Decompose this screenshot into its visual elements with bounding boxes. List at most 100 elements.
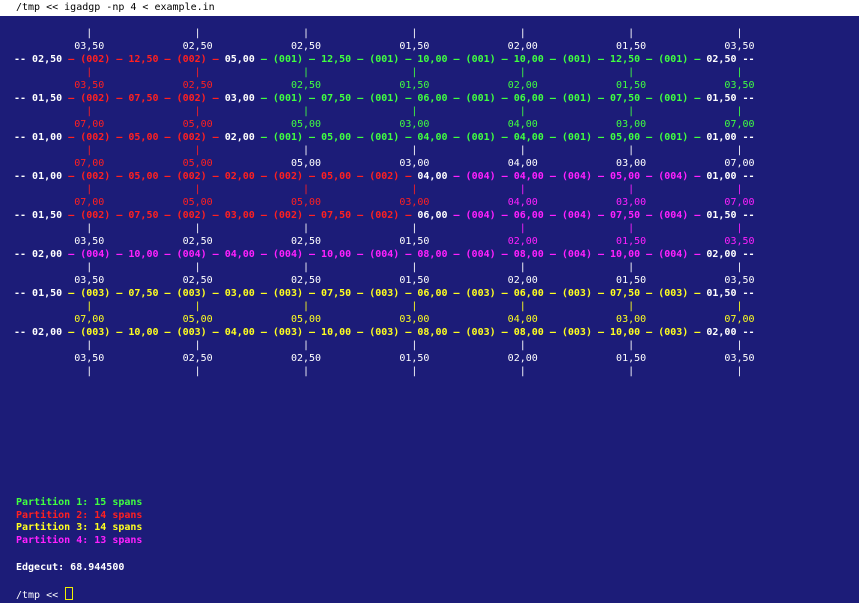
grid-label-row: 07,00 05,00 05,00 03,00 04,00 03,00 07,0… (14, 196, 755, 210)
grid-segment: | | | | | (200, 106, 743, 117)
grid-segment: 05,00 03,00 04,00 03,00 07,00 (212, 119, 755, 130)
grid-node-row: -- 01,50 — (003) — 07,50 — (003) — 03,00… (14, 287, 755, 301)
grid-segment: 01,50 -- (700, 93, 755, 104)
grid-label-row: | | | | | | | (14, 66, 743, 80)
edgecut-line: Edgecut: 68.944500 (16, 562, 125, 573)
grid-segment: | | | | | (200, 145, 743, 156)
grid-node-row: -- 02,50 — (002) — 12,50 — (002) — 05,00… (14, 53, 755, 67)
grid-segment: 05,00 (218, 54, 261, 65)
grid-label-row: | | | | | | | (14, 144, 743, 158)
grid-segment: — (003) — 07,50 — (003) — 03,00 — (003) … (68, 288, 701, 299)
grid-segment: 02,00 -- (700, 249, 755, 260)
grid-segment: 03,50 02,50 (14, 80, 213, 91)
grid-segment: | | | | | (200, 67, 743, 78)
grid-label-row: 03,50 02,50 02,50 01,50 02,00 01,50 03,5… (14, 79, 755, 93)
grid-segment: 02,00 (218, 132, 261, 143)
grid-label-row: | | | | | | | (14, 222, 742, 236)
grid-label-row: 07,00 05,00 05,00 03,00 04,00 03,00 07,0… (14, 313, 755, 327)
grid-segment: 07,00 05,00 (14, 119, 213, 130)
grid-segment: 02,50 -- (700, 54, 755, 65)
grid-label-row: | | | | | | | (14, 339, 742, 353)
grid-segment: — (002) — 05,00 — (002) — (68, 132, 219, 143)
grid-segment: 01,00 -- (700, 132, 755, 143)
grid-segment: 03,50 02,50 02,50 01,50 02,00 01,50 03,5… (14, 41, 755, 52)
partition-1-stat: Partition 1: 15 spans (16, 497, 143, 508)
grid-segment: — (001) — 12,50 — (001) — 10,00 — (001) … (260, 54, 701, 65)
terminal-title: /tmp << igadgp -np 4 < example.in (0, 0, 859, 16)
grid-segment: 03,50 02,50 02,50 01,50 02,00 01,50 03,5… (14, 275, 755, 286)
grid-label-row: | | | | | | | (14, 27, 742, 41)
grid-segment: -- 01,00 (14, 171, 69, 182)
grid-segment: | | | | | | | (14, 366, 743, 377)
grid-segment: 02,00 -- (700, 327, 755, 338)
grid-segment: | | | | | | | (14, 340, 743, 351)
grid-segment: 01,50 -- (700, 288, 755, 299)
grid-segment: — (002) — 07,50 — (002) — (68, 93, 219, 104)
grid-label-row: 07,00 05,00 05,00 03,00 04,00 03,00 07,0… (14, 118, 755, 132)
grid-segment: 05,00 03,00 04,00 03,00 07,00 (212, 158, 755, 169)
grid-segment: 02,00 01,50 03,50 (429, 236, 755, 247)
grid-label-row: | | | | | | | (14, 300, 742, 314)
grid-node-row: -- 02,00 — (004) — 10,00 — (004) — 04,00… (14, 248, 755, 262)
grid-segment: 07,00 05,00 05,00 03,00 (14, 197, 430, 208)
grid-label-row: 07,00 05,00 05,00 03,00 04,00 03,00 07,0… (14, 157, 755, 171)
grid-label-row: 03,50 02,50 02,50 01,50 02,00 01,50 03,5… (14, 352, 755, 366)
grid-segment: — (002) — 12,50 — (002) — (68, 54, 219, 65)
grid-segment: | | | | | | | (14, 262, 743, 273)
grid-label-row: 03,50 02,50 02,50 01,50 02,00 01,50 03,5… (14, 235, 755, 249)
grid-segment: — (004) — 06,00 — (004) — 07,50 — (004) … (453, 210, 701, 221)
grid-segment: 01,00 -- (700, 171, 755, 182)
grid-segment: | | (14, 145, 201, 156)
grid-segment: | | | | (14, 223, 418, 234)
grid-label-row: | | | | | | | (14, 365, 742, 379)
grid-segment: -- 02,00 (14, 327, 69, 338)
partition-3-stat: Partition 3: 14 spans (16, 522, 143, 533)
grid-segment: 01,50 -- (700, 210, 755, 221)
grid-segment: 06,00 (411, 210, 454, 221)
grid-segment: 03,00 (218, 93, 261, 104)
grid-node-row: -- 01,50 — (002) — 07,50 — (002) — 03,00… (14, 209, 755, 223)
partition-4-stat: Partition 4: 13 spans (16, 534, 143, 546)
grid-segment: 07,00 05,00 05,00 03,00 04,00 03,00 07,0… (14, 314, 755, 325)
partition-2-stat: Partition 2: 14 spans (16, 509, 143, 521)
grid-segment: 04,00 03,00 07,00 (429, 197, 755, 208)
grid-node-row: -- 01,50 — (002) — 07,50 — (002) — 03,00… (14, 92, 755, 106)
grid-segment: | | | | (14, 184, 418, 195)
grid-segment: -- 01,50 (14, 288, 69, 299)
text-cursor (65, 587, 74, 600)
grid-segment: | | (14, 106, 201, 117)
grid-segment: 04,00 (411, 171, 454, 182)
grid-segment: — (004) — 10,00 — (004) — 04,00 — (004) … (68, 249, 701, 260)
grid-segment: -- 01,50 (14, 210, 69, 221)
grid-segment: — (003) — 10,00 — (003) — 04,00 — (003) … (68, 327, 701, 338)
grid-segment: 07,00 05,00 (14, 158, 213, 169)
grid-segment: — (002) — 07,50 — (002) — 03,00 — (002) … (68, 210, 412, 221)
grid-label-row: | | | | | | | (14, 183, 742, 197)
grid-segment: -- 02,50 (14, 54, 69, 65)
grid-segment: 03,50 02,50 02,50 01,50 (14, 236, 430, 247)
partition-stats: Partition 1: 15 spans Partition 2: 14 spa… (16, 497, 142, 547)
grid-segment: | | | | | | | (14, 301, 743, 312)
terminal-output: | | | | | | | 03,50 02,50 02,50 01,50 02… (0, 16, 859, 602)
grid-segment: 03,50 02,50 02,50 01,50 02,00 01,50 03,5… (14, 353, 755, 364)
prompt-text: /tmp << (16, 590, 65, 601)
grid-label-row: 03,50 02,50 02,50 01,50 02,00 01,50 03,5… (14, 40, 755, 54)
grid-node-row: -- 01,00 — (002) — 05,00 — (002) — 02,00… (14, 170, 755, 184)
grid-label-row: | | | | | | | (14, 105, 743, 119)
grid-node-row: -- 01,00 — (002) — 05,00 — (002) — 02,00… (14, 131, 755, 145)
grid-node-row: -- 02,00 — (003) — 10,00 — (003) — 04,00… (14, 326, 755, 340)
grid-segment: 02,50 01,50 02,00 01,50 03,50 (212, 80, 755, 91)
grid-label-row: | | | | | | | (14, 261, 742, 275)
grid-segment: — (002) — 05,00 — (002) — 02,00 — (002) … (68, 171, 412, 182)
grid-segment: — (001) — 07,50 — (001) — 06,00 — (001) … (260, 93, 701, 104)
grid-segment: — (004) — 04,00 — (004) — 05,00 — (004) … (453, 171, 701, 182)
grid-segment: | | | (417, 223, 743, 234)
shell-prompt[interactable]: /tmp << (16, 587, 74, 601)
grid-label-row: 03,50 02,50 02,50 01,50 02,00 01,50 03,5… (14, 274, 755, 288)
grid-segment: -- 01,00 (14, 132, 69, 143)
grid-segment: — (001) — 05,00 — (001) — 04,00 — (001) … (260, 132, 701, 143)
grid-segment: -- 02,00 (14, 249, 69, 260)
grid-segment: | | | | | | | (14, 28, 743, 39)
grid-segment: | | (14, 67, 201, 78)
